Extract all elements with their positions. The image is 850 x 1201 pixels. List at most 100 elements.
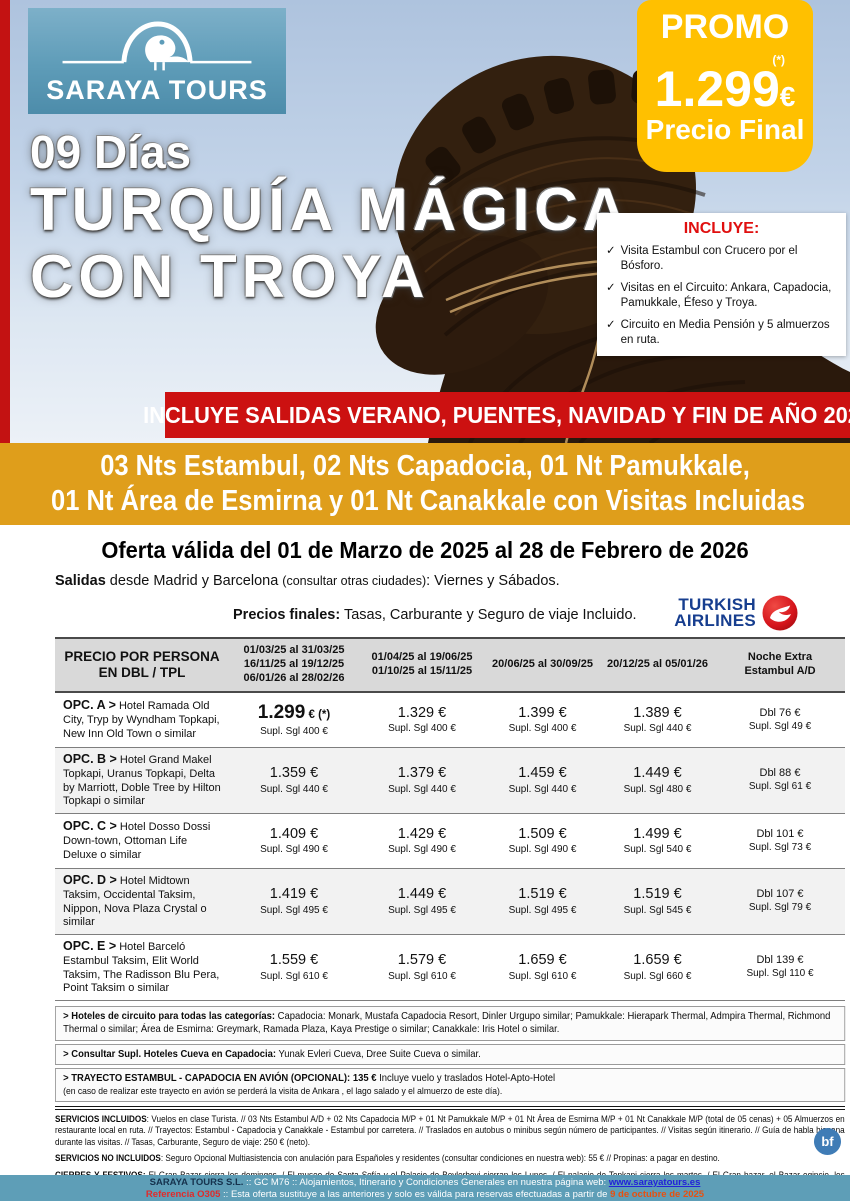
itinerary-banner-line1: 03 Nts Estambul, 02 Nts Capadocia, 01 Nt… xyxy=(100,449,750,482)
footer-line2: Referencia O305 :: Esta oferta sustituye… xyxy=(145,1189,705,1200)
price-cell: 1.499 € Supl. Sgl 540 € xyxy=(623,825,692,856)
promo-price-box: PROMO (*) 1.299€ Precio Final xyxy=(637,0,813,172)
left-red-stripe xyxy=(0,0,10,443)
saraya-tours-logo: SARAYA TOURS xyxy=(28,8,286,114)
hero-titles: 09 Días TURQUÍA MÁGICA CON TROYA xyxy=(30,128,631,311)
incluye-box: INCLUYE: ✓ Visita Estambul con Crucero p… xyxy=(597,213,846,356)
header-season-3: 20/06/25 al 30/09/25 xyxy=(492,658,593,671)
check-icon: ✓ xyxy=(606,245,616,257)
incluye-item-text: Visitas en el Circuito: Ankara, Capadoci… xyxy=(620,281,832,309)
hotel-names: Hotel Midtown Taksim, Occidental Taksim,… xyxy=(63,875,207,929)
turkish-airlines-wordmark: TURKISH AIRLINES xyxy=(674,594,756,630)
table-row-opc-b: OPC. B > Hotel Grand Makel Topkapi, Uran… xyxy=(55,748,845,814)
note-flight-option-detail: (en caso de realizar este trayecto en av… xyxy=(63,1085,503,1097)
hotel-names: Hotel Dosso Dossi Down-town, Ottoman Lif… xyxy=(63,821,211,861)
table-row-opc-a: OPC. A > Hotel Ramada Old City, Tryp by … xyxy=(55,693,845,748)
table-row-opc-e: OPC. E > Hotel Barceló Estambul Taksim, … xyxy=(55,935,845,1001)
itinerary-banner-line2: 01 Nt Área de Esmirna y 01 Nt Canakkale … xyxy=(51,485,806,517)
itinerary-banner: 03 Nts Estambul, 02 Nts Capadocia, 01 Nt… xyxy=(0,443,850,525)
table-row-opc-c: OPC. C > Hotel Dosso Dossi Down-town, Ot… xyxy=(55,814,845,869)
price-cell: 1.459 € Supl. Sgl 440 € xyxy=(508,765,577,795)
price-cell: 1.449 € Supl. Sgl 495 € xyxy=(388,886,456,916)
extra-night-cell: Dbl 101 € Supl. Sgl 73 € xyxy=(748,827,812,853)
price-cell: 1.359 € Supl. Sgl 440 € xyxy=(260,765,328,795)
footer-website-link[interactable]: www.sarayatours.es xyxy=(608,1177,701,1188)
price-cell: 1.399 € Supl. Sgl 400 € xyxy=(508,704,577,735)
promo-label: PROMO xyxy=(660,8,790,46)
incluye-item: ✓ Visitas en el Circuito: Ankara, Capado… xyxy=(606,281,837,311)
footer-reference: Referencia O305 xyxy=(145,1189,221,1200)
hero-section: SARAYA TOURS 09 Días TURQUÍA MÁGICA CON … xyxy=(0,0,850,443)
hotel-names: Hotel Barceló Estambul Taksim, Elit Worl… xyxy=(63,941,220,995)
final-prices-line: Precios finales: Tasas, Carburante y Seg… xyxy=(233,607,637,623)
red-banner: INCLUYE SALIDAS VERANO, PUENTES, NAVIDAD… xyxy=(143,392,850,438)
main-title-line1: TURQUÍA MÁGICA xyxy=(30,176,632,244)
price-cell: 1.409 € Supl. Sgl 490 € xyxy=(260,825,328,856)
price-cell: 1.299 € (*) Supl. Sgl 400 € xyxy=(257,702,331,737)
price-cell: 1.389 € Supl. Sgl 440 € xyxy=(623,704,692,735)
final-prices-row: Precios finales: Tasas, Carburante y Seg… xyxy=(0,593,850,635)
price-table-header: PRECIO POR PERSONA EN DBL / TPL 01/03/25… xyxy=(55,637,845,693)
option-label: OPC. C > xyxy=(63,819,117,834)
header-price-per-person: PRECIO POR PERSONA EN DBL / TPL xyxy=(64,648,220,680)
notes-area: > Hoteles de circuito para todas las cat… xyxy=(55,1006,846,1102)
price-cell: 1.449 € Supl. Sgl 480 € xyxy=(623,765,692,795)
price-cell: 1.519 € Supl. Sgl 495 € xyxy=(508,886,577,916)
departures-line: Salidas desde Madrid y Barcelona (consul… xyxy=(55,573,560,589)
price-cell: 1.509 € Supl. Sgl 490 € xyxy=(508,825,577,856)
promo-subtitle: Precio Final xyxy=(645,113,805,145)
incluye-title: INCLUYE: xyxy=(683,220,760,237)
hotel-names: Hotel Ramada Old City, Tryp by Wyndham T… xyxy=(63,700,220,740)
price-cell: 1.429 € Supl. Sgl 490 € xyxy=(388,825,456,856)
departures-note: (consultar otras ciudades) xyxy=(282,574,427,588)
header-season-2: 01/04/25 al 19/06/25 01/10/25 al 15/11/2… xyxy=(371,651,473,677)
promo-asterisk-note: (*) xyxy=(772,53,785,67)
footer-company: SARAYA TOURS S.L. xyxy=(149,1177,244,1188)
brand-name: SARAYA TOURS xyxy=(46,75,268,105)
header-extra-night: Noche Extra Estambul A/D xyxy=(744,651,816,677)
promo-price: 1.299€ xyxy=(654,61,796,117)
header-season-1: 01/03/25 al 31/03/25 16/11/25 al 19/12/2… xyxy=(243,644,345,684)
departures-label: Salidas xyxy=(55,573,106,589)
price-cell: 1.659 € Supl. Sgl 660 € xyxy=(623,952,692,982)
validity-heading: Oferta válida del 01 de Marzo de 2025 al… xyxy=(101,537,749,563)
option-label: OPC. A > xyxy=(63,698,116,713)
footer-valid-from-date: 9 de octubre de 2025 xyxy=(610,1189,705,1200)
bf-badge: bf xyxy=(814,1128,841,1155)
note-cave-hotels: > Consultar Supl. Hoteles Cueva en Capad… xyxy=(55,1043,846,1066)
price-cell: 1.419 € Supl. Sgl 495 € xyxy=(260,886,328,916)
incluye-item-text: Visita Estambul con Crucero por el Bósfo… xyxy=(620,245,798,272)
note-circuit-hotels: > Hoteles de circuito para todas las cat… xyxy=(55,1006,846,1041)
hotel-names: Hotel Grand Makel Topkapi, Uranus Topkap… xyxy=(63,754,221,808)
main-title-line2: CON TROYA xyxy=(30,243,430,311)
extra-night-cell: Dbl 139 € Supl. Sgl 110 € xyxy=(746,954,814,980)
option-label: OPC. B > xyxy=(63,752,117,766)
incluye-item-text: Circuito en Media Pensión y 5 almuerzos … xyxy=(620,318,830,346)
incluye-item: ✓ Visita Estambul con Crucero por el Bós… xyxy=(606,244,837,274)
extra-night-cell: Dbl 88 € Supl. Sgl 61 € xyxy=(748,767,812,793)
price-cell: 1.379 € Supl. Sgl 440 € xyxy=(388,765,456,795)
final-prices-label: Precios finales: xyxy=(233,607,341,623)
price-cell: 1.579 € Supl. Sgl 610 € xyxy=(388,952,456,982)
note-flight-option: > TRAYECTO ESTAMBUL - CAPADOCIA EN AVIÓN… xyxy=(55,1068,846,1102)
price-cell: 1.329 € Supl. Sgl 400 € xyxy=(388,704,456,735)
turkish-airlines-emblem-icon xyxy=(762,595,798,631)
option-label: OPC. E > xyxy=(63,939,117,953)
price-cell: 1.559 € Supl. Sgl 610 € xyxy=(260,952,328,982)
extra-night-cell: Dbl 76 € Supl. Sgl 49 € xyxy=(748,706,812,732)
price-cell: 1.659 € Supl. Sgl 610 € xyxy=(508,952,577,982)
option-label: OPC. D > xyxy=(63,873,117,887)
check-icon: ✓ xyxy=(606,281,616,294)
table-row-opc-d: OPC. D > Hotel Midtown Taksim, Occidenta… xyxy=(55,869,845,935)
header-season-4: 20/12/25 al 05/01/26 xyxy=(607,658,708,671)
price-table: PRECIO POR PERSONA EN DBL / TPL 01/03/25… xyxy=(55,637,845,1001)
red-banner-text: INCLUYE SALIDAS VERANO, PUENTES, NAVIDAD… xyxy=(143,401,850,428)
turkish-airlines-logo: TURKISH AIRLINES xyxy=(674,593,800,633)
incluye-item: ✓ Circuito en Media Pensión y 5 almuerzo… xyxy=(606,318,837,348)
footer-line1: SARAYA TOURS S.L. :: GC M76 :: Alojamien… xyxy=(149,1177,701,1188)
price-cell: 1.519 € Supl. Sgl 545 € xyxy=(623,886,692,916)
services-included: SERVICIOS INCLUIDOS: Vuelos en clase Tur… xyxy=(55,1113,845,1148)
days-title: 09 Días xyxy=(30,126,192,178)
promo-currency: € xyxy=(779,81,796,112)
